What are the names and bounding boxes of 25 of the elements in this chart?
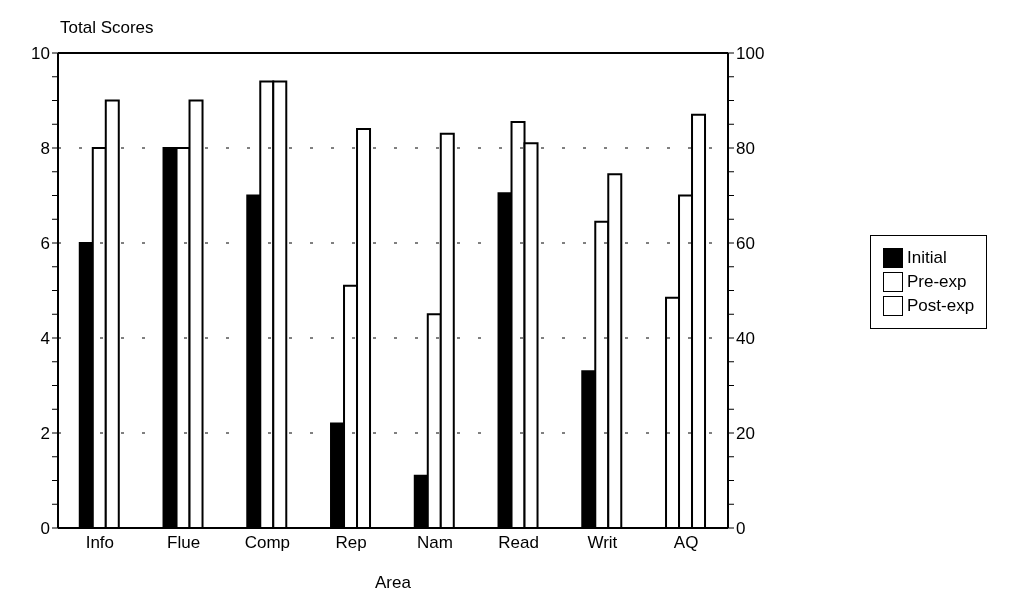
y-tick-label: 8 bbox=[40, 139, 50, 159]
y-tick-label: 10 bbox=[31, 44, 50, 64]
y2-tick-label: 0 bbox=[736, 519, 746, 539]
y-tick-label: 4 bbox=[40, 329, 50, 349]
x-tick-label: Rep bbox=[335, 533, 367, 553]
y2-tick-label: 60 bbox=[736, 234, 755, 254]
x-tick-label: Nam bbox=[416, 533, 453, 553]
y-tick-label: 2 bbox=[40, 424, 50, 444]
x-tick-label: Info bbox=[85, 533, 115, 553]
x-tick-label: AQ bbox=[673, 533, 699, 553]
x-tick-label: Comp bbox=[244, 533, 291, 553]
y-tick-label: 0 bbox=[40, 519, 50, 539]
y2-tick-label: 20 bbox=[736, 424, 755, 444]
y2-tick-label: 80 bbox=[736, 139, 755, 159]
x-tick-label: Read bbox=[498, 533, 539, 553]
y-tick-label: 6 bbox=[40, 234, 50, 254]
legend-label: Initial bbox=[907, 248, 947, 268]
y-axis-title: Total Scores bbox=[60, 18, 154, 38]
x-tick-label: Flue bbox=[167, 533, 201, 553]
x-axis-title: Area bbox=[374, 573, 412, 593]
y2-tick-label: 40 bbox=[736, 329, 755, 349]
y2-tick-label: 100 bbox=[736, 44, 765, 64]
legend-label: Post-exp bbox=[907, 296, 975, 316]
x-tick-label: Writ bbox=[587, 533, 618, 553]
legend-label: Pre-exp bbox=[907, 272, 967, 292]
